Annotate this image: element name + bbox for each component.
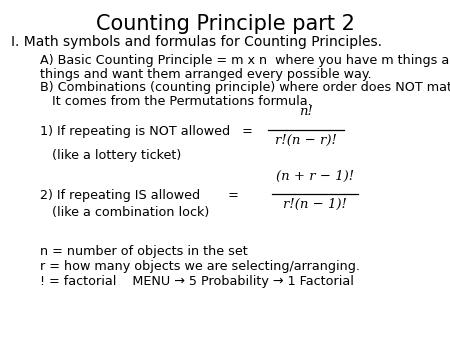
Text: n = number of objects in the set: n = number of objects in the set: [40, 245, 248, 258]
Text: 2) If repeating IS allowed       =: 2) If repeating IS allowed =: [40, 189, 239, 202]
Text: I. Math symbols and formulas for Counting Principles.: I. Math symbols and formulas for Countin…: [11, 35, 382, 49]
Text: It comes from the Permutations formula.: It comes from the Permutations formula.: [52, 95, 311, 107]
Text: things and want them arranged every possible way.: things and want them arranged every poss…: [40, 68, 372, 80]
Text: ! = factorial    MENU → 5 Probability → 1 Factorial: ! = factorial MENU → 5 Probability → 1 F…: [40, 275, 355, 288]
Text: A) Basic Counting Principle = m x n  where you have m things and n: A) Basic Counting Principle = m x n wher…: [40, 54, 450, 67]
Text: (like a lottery ticket): (like a lottery ticket): [52, 149, 181, 162]
Text: (n + r − 1)!: (n + r − 1)!: [276, 170, 354, 183]
Text: n!: n!: [299, 105, 313, 118]
Text: (like a combination lock): (like a combination lock): [52, 206, 209, 219]
Text: r = how many objects we are selecting/arranging.: r = how many objects we are selecting/ar…: [40, 260, 360, 273]
Text: r!(n − r)!: r!(n − r)!: [275, 134, 337, 146]
Text: r!(n − 1)!: r!(n − 1)!: [283, 198, 347, 211]
Text: B) Combinations (counting principle) where order does NOT matter.: B) Combinations (counting principle) whe…: [40, 81, 450, 94]
Text: Counting Principle part 2: Counting Principle part 2: [95, 14, 355, 33]
Text: 1) If repeating is NOT allowed   =: 1) If repeating is NOT allowed =: [40, 125, 253, 138]
